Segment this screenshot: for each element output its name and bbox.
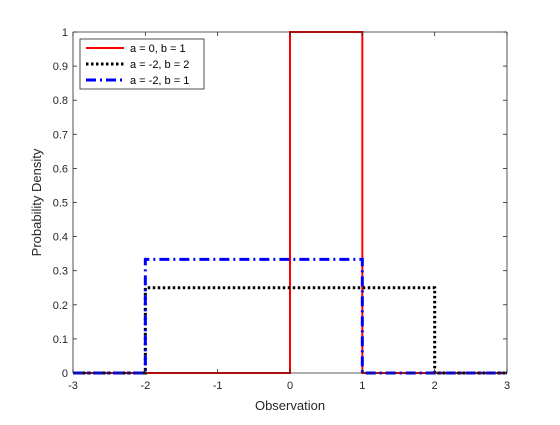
x-tick-label: -3 [68,380,78,392]
legend-label-2: a = -2, b = 1 [130,75,189,87]
y-tick-label: 0.6 [53,163,68,175]
legend-label-1: a = -2, b = 2 [130,59,189,71]
y-tick-label: 0 [62,368,68,380]
y-tick-label: 0.9 [53,61,68,73]
x-tick-label: 0 [287,380,293,392]
y-tick-label: 0.5 [53,198,68,210]
y-tick-label: 0.7 [53,129,68,141]
x-tick-label: 2 [432,380,438,392]
y-tick-label: 0.1 [53,334,68,346]
y-tick-label: 0.4 [53,232,68,244]
y-tick-label: 0.2 [53,300,68,312]
y-tick-label: 0.8 [53,95,68,107]
y-tick-label: 0.3 [53,266,68,278]
ticks-layer: -3 -2 -1 0 1 2 3 0 0.1 0.2 0.3 0.4 0.5 0.6 0.7 0.8 0.9 1 [53,27,510,392]
y-axis-label: Probability Density [29,148,44,256]
x-tick-label: -1 [213,380,223,392]
legend-label-0: a = 0, b = 1 [130,43,186,55]
legend: a = 0, b = 1 a = -2, b = 2 a = -2, b = 1 [79,38,205,90]
x-tick-label: 1 [359,380,365,392]
x-tick-label: -2 [140,380,150,392]
x-tick-label: 3 [504,380,510,392]
y-tick-label: 1 [62,27,68,39]
x-axis-label: Observation [255,398,325,413]
